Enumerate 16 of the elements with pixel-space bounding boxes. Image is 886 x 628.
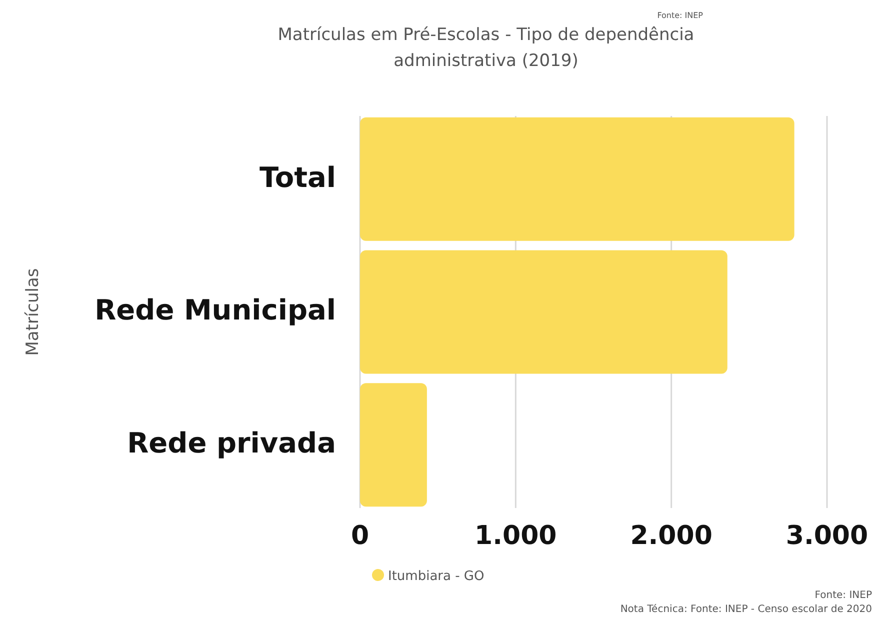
source-note: Fonte: INEP (657, 11, 704, 20)
y-axis-title: Matrículas (23, 268, 43, 356)
bar (360, 117, 794, 241)
chart-title: Matrículas em Pré-Escolas - Tipo de dependência administrativa (2019) (278, 25, 694, 71)
x-tick-label: 0 (350, 521, 370, 551)
x-tick-label: 2.000 (630, 521, 712, 551)
y-tick-label: Rede Municipal (94, 294, 336, 327)
legend-label: Itumbiara - GO (388, 569, 484, 584)
bar (360, 383, 427, 507)
x-tick-label: 3.000 (786, 521, 868, 551)
bar (360, 250, 728, 374)
y-tick-label: Total (260, 160, 336, 194)
source-note: Fonte: INEP (814, 590, 872, 601)
x-tick-label: 1.000 (474, 521, 557, 551)
text: Nota Técnica: Fonte: INEP - Censo escolar de 2020 (620, 604, 872, 615)
y-tick-label: Rede privada (127, 426, 336, 460)
